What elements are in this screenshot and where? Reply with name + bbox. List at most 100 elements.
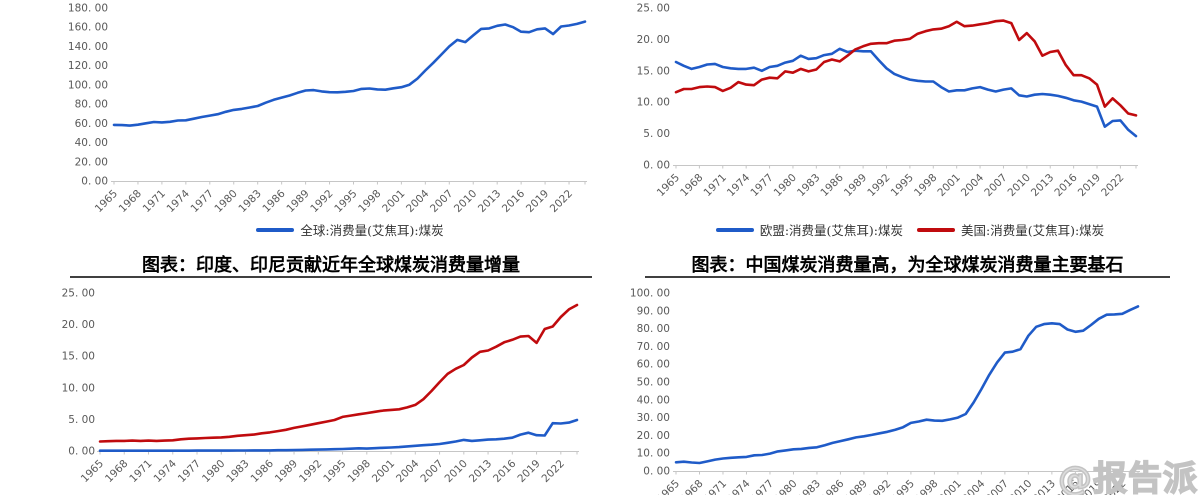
x-tick-label: 2010 — [443, 458, 470, 485]
x-tick-label: 1974 — [165, 187, 193, 215]
x-tick-label: 2022 — [548, 188, 575, 215]
x-tick-label: 1995 — [889, 172, 916, 199]
x-tick-label: 1965 — [93, 188, 120, 215]
y-tick-label: 15. 00 — [637, 65, 670, 77]
x-tick-label: 1986 — [818, 171, 846, 199]
x-tick-label: 2010 — [1007, 478, 1034, 495]
y-tick-label: 30. 00 — [637, 412, 670, 424]
y-tick-label: 40. 00 — [637, 394, 670, 406]
legend-marker-eu — [715, 227, 754, 232]
x-tick-label: 2013 — [467, 458, 494, 485]
legend-label-us: 美国:消费量(艾焦耳):煤炭 — [961, 223, 1105, 238]
x-tick-label: 2022 — [1099, 172, 1126, 199]
chart-title-india-indonesia: 图表：印度、印尼贡献近年全球煤炭消费量增量 — [142, 255, 520, 276]
series-line-india-indonesia-coal-0 — [98, 303, 579, 443]
y-tick-label: 20. 00 — [637, 34, 670, 46]
x-tick-label: 1989 — [843, 478, 870, 495]
chart-title-china: 图表：中国煤炭消费量高，为全球煤炭消费量主要基石 — [691, 255, 1124, 276]
x-tick-label: 1974 — [725, 477, 753, 495]
y-tick-label: 15. 00 — [62, 351, 95, 363]
legend-global: 全球:消费量(艾焦耳):煤炭 — [90, 220, 610, 239]
y-tick-label: 90. 00 — [637, 305, 670, 317]
y-tick-label: 40. 00 — [75, 137, 108, 149]
x-tick-label: 2016 — [1052, 171, 1080, 199]
x-tick-label: 1965 — [79, 458, 106, 485]
x-tick-label: 1980 — [212, 188, 239, 215]
x-tick-label: 1986 — [819, 477, 847, 495]
x-tick-label: 1986 — [260, 187, 288, 215]
y-tick-label: 180. 00 — [68, 3, 108, 15]
series-line-global-coal-0 — [112, 20, 587, 127]
x-tick-label: 1989 — [284, 188, 311, 215]
x-tick-label: 1992 — [866, 478, 893, 495]
x-tick-label: 1974 — [725, 171, 753, 199]
y-tick-label: 10. 00 — [637, 97, 670, 109]
legend-marker-us — [917, 227, 955, 232]
x-tick-label: 1986 — [249, 457, 277, 485]
y-tick-label: 0. 00 — [643, 160, 670, 172]
x-tick-label: 2010 — [1006, 172, 1033, 199]
y-tick-label: 0. 00 — [68, 446, 95, 458]
x-tick-label: 1998 — [913, 478, 940, 495]
legend-label-eu: 欧盟:消费量(艾焦耳):煤炭 — [759, 223, 903, 238]
x-tick-label: 1977 — [749, 478, 776, 495]
x-tick-label: 2004 — [404, 187, 432, 215]
title-rule-left — [70, 276, 592, 278]
x-tick-label: 2019 — [1076, 172, 1103, 199]
x-tick-label: 1992 — [297, 458, 324, 485]
x-tick-label: 1965 — [655, 478, 682, 495]
x-tick-label: 2001 — [380, 188, 407, 215]
legend-label-global: 全球:消费量(艾焦耳):煤炭 — [300, 223, 444, 238]
x-tick-label: 2001 — [937, 478, 964, 495]
x-tick-label: 1971 — [702, 478, 729, 495]
y-tick-label: 80. 00 — [75, 99, 108, 111]
y-tick-label: 25. 00 — [637, 3, 670, 15]
y-tick-label: 70. 00 — [637, 341, 670, 353]
x-tick-label: 2007 — [428, 188, 455, 215]
x-tick-label: 1968 — [117, 188, 144, 215]
x-tick-label: 1968 — [678, 478, 705, 495]
x-tick-label: 1992 — [308, 188, 335, 215]
x-tick-label: 1983 — [795, 172, 822, 199]
legend-item-eu: 欧盟:消费量(艾焦耳):煤炭 — [715, 220, 903, 239]
x-tick-label: 1971 — [141, 188, 168, 215]
chart-india-indonesia-coal: 1965196819711974197719801983198619891992… — [62, 288, 579, 485]
series-line-eu-us-coal-1 — [674, 19, 1138, 117]
x-tick-label: 1980 — [200, 458, 227, 485]
legend-item-global: 全球:消费量(艾焦耳):煤炭 — [256, 220, 444, 239]
x-tick-label: 1998 — [356, 188, 383, 215]
x-tick-label: 2007 — [984, 478, 1011, 495]
y-tick-label: 20. 00 — [637, 430, 670, 442]
legend-marker-global — [256, 227, 295, 232]
watermark-baogaopai: @报告派 — [1057, 458, 1198, 495]
y-tick-label: 160. 00 — [68, 22, 108, 34]
y-tick-label: 20. 00 — [62, 319, 95, 331]
x-tick-label: 1974 — [152, 457, 180, 485]
x-tick-label: 1989 — [273, 458, 300, 485]
y-tick-label: 120. 00 — [68, 60, 108, 72]
x-tick-label: 1995 — [332, 188, 359, 215]
x-tick-label: 2013 — [1031, 478, 1058, 495]
y-tick-label: 0. 00 — [643, 466, 670, 478]
x-tick-label: 1980 — [772, 172, 799, 199]
x-tick-label: 2013 — [476, 188, 503, 215]
legend-eu-us: 欧盟:消费量(艾焦耳):煤炭 美国:消费量(艾焦耳):煤炭 — [650, 220, 1170, 239]
x-tick-label: 2019 — [515, 458, 542, 485]
x-tick-label: 2004 — [959, 171, 987, 199]
x-tick-label: 2016 — [491, 457, 519, 485]
y-tick-label: 100. 00 — [68, 79, 108, 91]
x-tick-label: 2013 — [1029, 172, 1056, 199]
chart-global-coal: 1965196819711974197719801983198619891992… — [68, 3, 587, 215]
legend-item-us: 美国:消费量(艾焦耳):煤炭 — [917, 220, 1104, 239]
y-tick-label: 10. 00 — [62, 382, 95, 394]
x-tick-label: 1989 — [842, 172, 869, 199]
series-line-china-coal-0 — [674, 305, 1140, 465]
x-tick-label: 2007 — [418, 458, 445, 485]
x-tick-label: 1995 — [321, 458, 348, 485]
x-tick-label: 1968 — [678, 172, 705, 199]
x-tick-label: 1965 — [655, 172, 682, 199]
x-tick-label: 1977 — [176, 458, 203, 485]
x-tick-label: 1998 — [912, 172, 939, 199]
